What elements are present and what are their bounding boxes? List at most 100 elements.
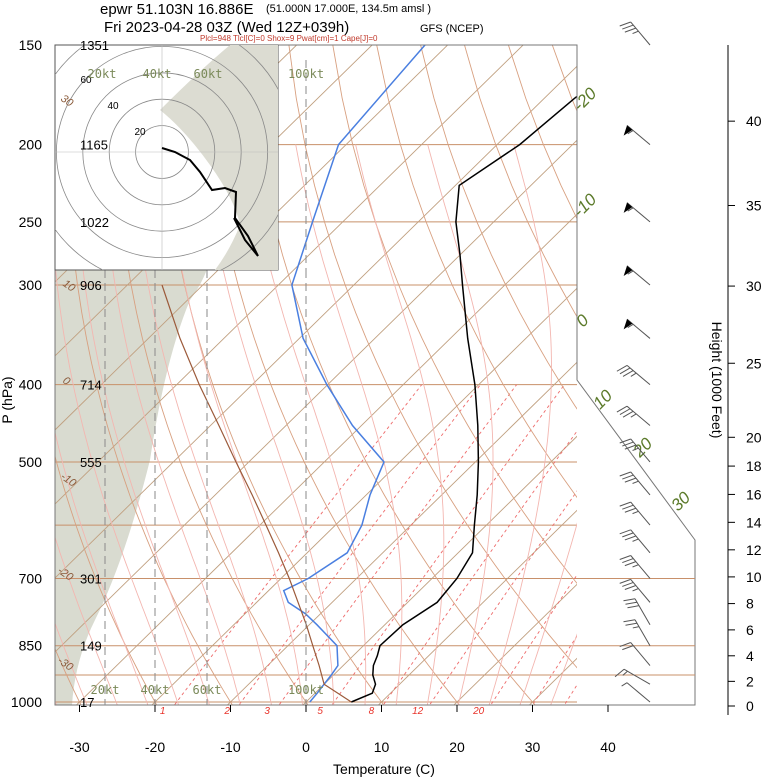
mixing-ratio-line: [173, 384, 423, 705]
mixing-ratio-label: 20: [472, 706, 485, 717]
isotherm-line: [591, 0, 768, 719]
wind-barb-flag: [619, 438, 631, 444]
hodograph-ring-label: 60: [80, 75, 92, 86]
wind-barb: [623, 619, 651, 646]
geopotential-height-label: 1165: [80, 138, 108, 153]
mixing-ratio-line: [278, 384, 517, 705]
moist-adiabat-line: [55, 535, 118, 705]
x-tick-label: -30: [69, 739, 89, 755]
wind-barb-half: [632, 564, 639, 568]
series-dewpoint: [282, 45, 426, 703]
moist-adiabat-line: [55, 699, 58, 705]
wind-barb-flag: [623, 619, 636, 623]
mixing-ratio-line: [238, 384, 481, 705]
height-tick-label: 40: [746, 113, 762, 129]
mixing-ratio-line: [563, 684, 577, 705]
moist-adiabat-line: [550, 633, 577, 705]
wind-barb-flag: [622, 532, 634, 538]
wind-barb-flag: [619, 642, 631, 648]
moist-adiabat-label: 30: [667, 488, 694, 515]
height-tick-label: 0: [746, 698, 754, 714]
wind-barb-half: [632, 588, 639, 592]
wind-barb-flag: [624, 507, 637, 513]
dry-adiabat-line: [464, 45, 577, 318]
x-tick-label: -10: [220, 739, 240, 755]
wind-barb: [619, 578, 651, 603]
wind-barb-flag: [619, 367, 631, 375]
series-parcel: [161, 284, 352, 703]
mixing-ratio-label: 3: [264, 706, 270, 717]
isotherm-line: [0, 0, 62, 719]
x-tick-label: 40: [600, 739, 616, 755]
wind-barb-pennant: [623, 125, 633, 136]
x-tick-label: 10: [374, 739, 390, 755]
wind-barb-staff: [630, 471, 651, 496]
pressure-tick-label: 200: [19, 137, 43, 153]
wind-barb-flag: [627, 605, 640, 609]
pressure-tick-label: 500: [19, 454, 43, 470]
wind-barb-flag: [625, 601, 638, 605]
moist-adiabat-line: [427, 144, 494, 705]
hodograph-ring-label: 20: [134, 127, 146, 138]
height-tick-label: 4: [746, 648, 754, 664]
geopotential-height-label: 906: [80, 278, 102, 293]
wind-barb-flag: [622, 24, 634, 30]
hodograph-speed-label: 20kt: [88, 67, 117, 81]
geopotential-height-label: 1022: [80, 215, 109, 230]
wind-barb-flag: [622, 370, 634, 377]
dry-adiabat-line: [0, 0, 12, 719]
hodograph-trace: [161, 147, 259, 257]
wind-barb: [619, 555, 651, 579]
isotherm-line: [55, 45, 373, 357]
wind-barb-staff: [626, 265, 651, 286]
wind-barb-flag: [624, 27, 637, 33]
moist-adiabat-line: [74, 144, 210, 705]
dry-adiabat-line: [55, 647, 82, 705]
x-tick-label: 0: [302, 739, 310, 755]
dry-adiabat-line: [332, 45, 577, 585]
height-tick-label: 18: [746, 458, 762, 474]
wind-barb: [619, 21, 651, 46]
wind-barb-flag: [622, 474, 634, 480]
wind-barb-half: [632, 447, 639, 451]
chart-title-location: (51.000N 17.000E, 134.5m amsl ): [266, 3, 431, 15]
height-tick-label: 25: [746, 355, 762, 371]
moist-adiabat-line: [295, 144, 403, 705]
moist-adiabat-line: [101, 144, 241, 705]
geopotential-height-label: 1351: [80, 38, 109, 53]
pressure-tick-label: 250: [19, 214, 43, 230]
wind-barb-staff: [630, 529, 651, 554]
wind-barb: [623, 598, 651, 625]
height-tick-label: 14: [746, 514, 762, 530]
wind-barb-half: [622, 670, 628, 676]
hodograph-plot: [55, 45, 278, 270]
hodograph-dry-shading: [160, 45, 278, 270]
height-tick-label: 10: [746, 569, 762, 585]
moist-adiabat-line: [244, 144, 367, 705]
wind-barb-flag: [619, 501, 631, 507]
wind-barb: [623, 202, 651, 223]
wind-barb: [623, 318, 651, 339]
mixing-ratio-line: [531, 635, 577, 705]
speed-label: 100kt: [288, 683, 324, 697]
wind-barb-half: [632, 626, 640, 629]
wind-barb-staff: [630, 579, 651, 603]
moist-adiabat-line: [201, 144, 335, 705]
wind-barb-flag: [619, 408, 631, 416]
moist-adiabat-label: -10: [569, 190, 600, 221]
moist-adiabat-label: 0: [572, 310, 593, 331]
wind-barb-half: [627, 130, 634, 135]
moist-adiabat-line: [519, 522, 577, 705]
series-temperature: [351, 95, 577, 703]
x-axis-label: Temperature (C): [333, 761, 435, 777]
wind-barb-flag: [625, 622, 638, 626]
wind-barb-flag: [622, 504, 634, 510]
wind-barb-half: [627, 207, 634, 212]
isotherm-line: [55, 45, 524, 505]
moist-adiabat-label: 20: [629, 434, 657, 462]
wind-barb-pennant: [623, 202, 633, 213]
wind-barb-staff: [630, 501, 651, 526]
height-tick-label: 8: [746, 596, 754, 612]
geopotential-height-label: 555: [80, 455, 102, 470]
